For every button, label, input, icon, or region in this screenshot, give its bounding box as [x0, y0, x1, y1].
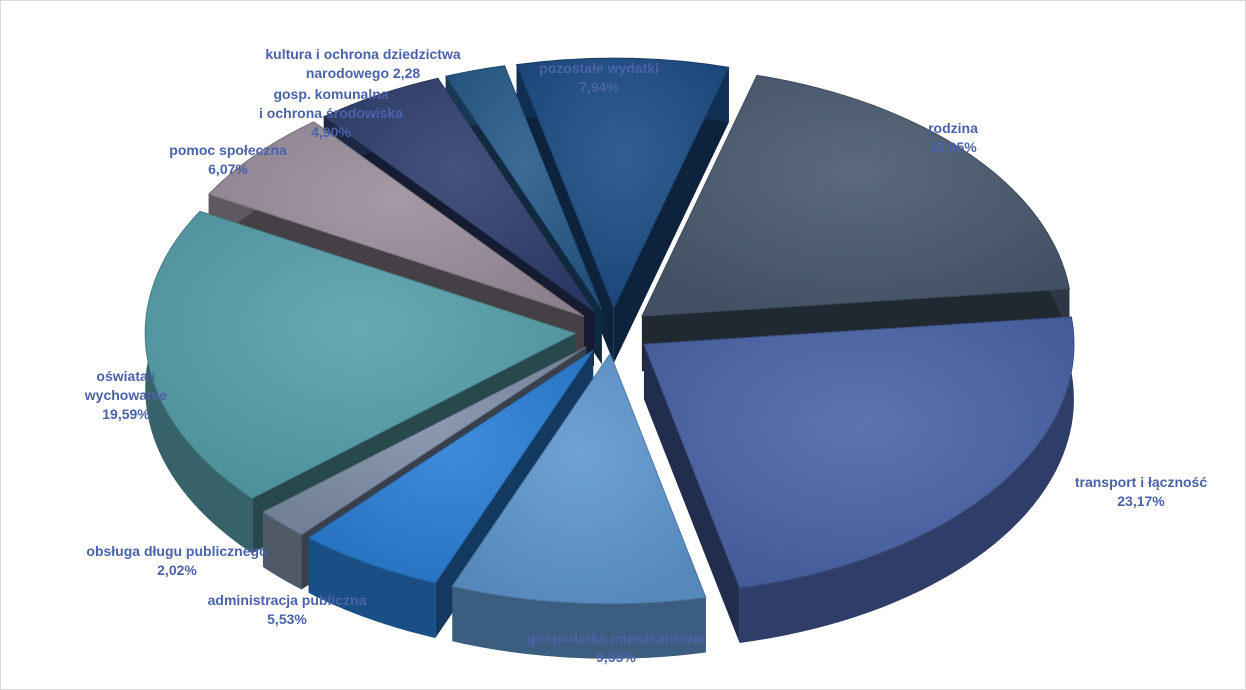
- pie-slice-sheen-5: [145, 211, 576, 499]
- slice-label-1: transport i łączność 23,17%: [1075, 474, 1207, 509]
- slice-label-2: gospodarka mieszkaniowa 9,55%: [527, 630, 705, 665]
- pie-slice-sheen-0: [641, 75, 1070, 317]
- pie-slice-sheen-3: [308, 350, 594, 584]
- slice-wall-9-1: [613, 67, 729, 364]
- slice-rim-1: [739, 316, 1074, 643]
- slice-label-6: pomoc społeczna 6,07%: [169, 142, 287, 177]
- slice-wall-1-1: [643, 344, 740, 643]
- pie-slice-sheen-9: [516, 58, 729, 309]
- slice-rim-2: [452, 586, 706, 659]
- pie-slice-sheen-1: [643, 316, 1074, 588]
- pie-slice-sheen-2: [452, 353, 706, 604]
- slice-label-9: pozostałe wydatki 7,94%: [539, 60, 659, 95]
- slice-label-7: gosp. komunalna i ochrona środowiska 4,90%: [259, 86, 403, 140]
- slice-rim-4: [263, 512, 302, 590]
- pie-slice-sheen-8: [445, 65, 602, 310]
- slice-wall-4-1: [263, 347, 587, 568]
- slice-rim-3: [308, 537, 436, 639]
- pie-slice-sheen-6: [208, 121, 584, 317]
- slice-label-5: oświata i wychowanie 19,59%: [84, 368, 168, 422]
- slice-label-0: rodzina 18,95%: [928, 120, 978, 155]
- pie-slice-sheen-7: [323, 78, 594, 312]
- pie-slice-sheen-4: [263, 347, 587, 535]
- slice-label-8: kultura i ochrona dziedzictwa narodowego …: [265, 46, 460, 81]
- slice-label-3: administracja publiczna 5,53%: [208, 592, 367, 627]
- slice-label-4: obsługa długu publicznego 2,02%: [86, 543, 267, 578]
